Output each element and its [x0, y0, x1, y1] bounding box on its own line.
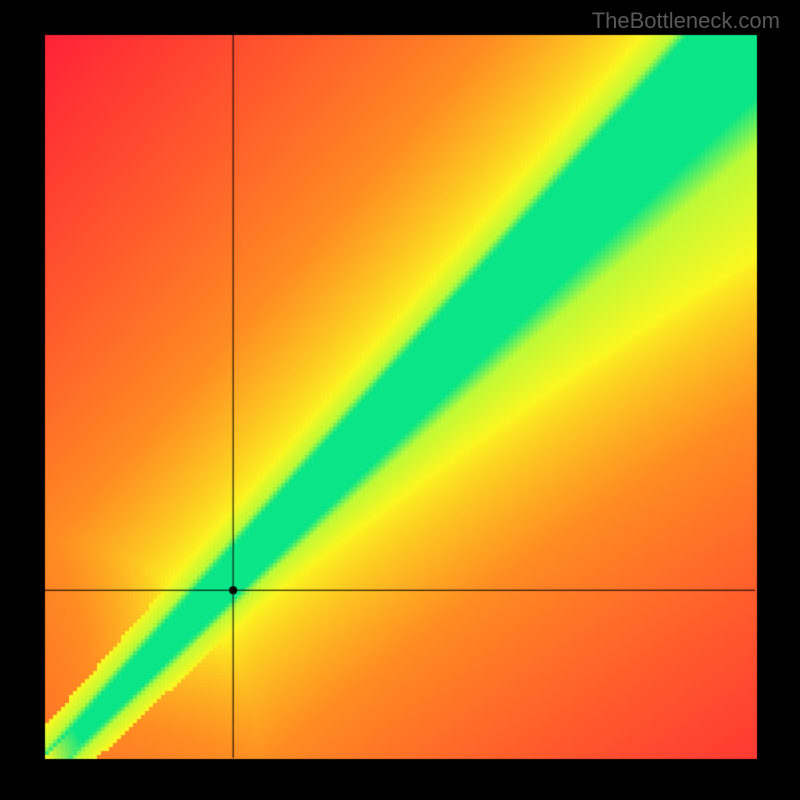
watermark-text: TheBottleneck.com: [592, 8, 780, 34]
bottleneck-heatmap: [0, 0, 800, 800]
chart-container: TheBottleneck.com: [0, 0, 800, 800]
